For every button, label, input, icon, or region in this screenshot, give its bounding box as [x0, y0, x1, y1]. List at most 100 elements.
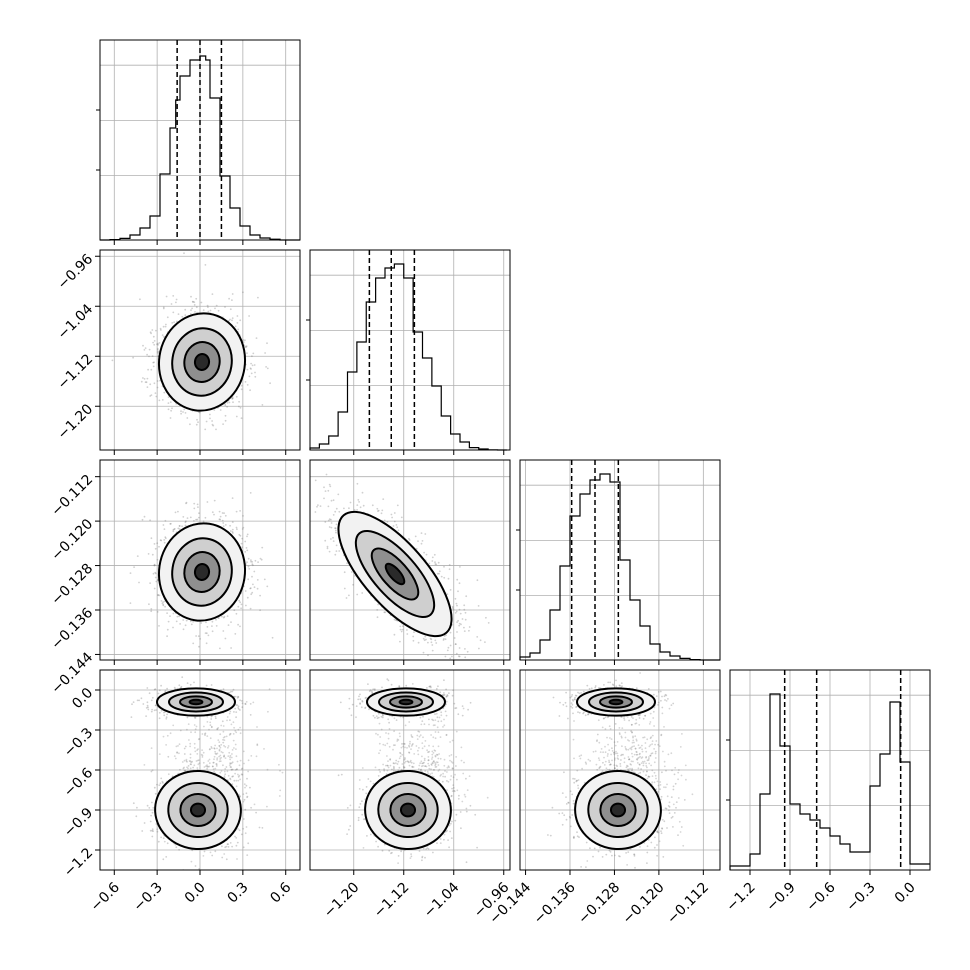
- scatter-point: [237, 695, 239, 698]
- scatter-point: [164, 537, 167, 540]
- scatter-point: [406, 629, 408, 631]
- scatter-point: [196, 418, 198, 421]
- scatter-point: [231, 521, 234, 523]
- scatter-point: [236, 696, 239, 699]
- scatter-point: [172, 529, 175, 531]
- scatter-point: [193, 681, 195, 684]
- scatter-point: [149, 395, 152, 397]
- scatter-point: [205, 642, 208, 645]
- scatter-point: [328, 526, 331, 528]
- scatter-point: [156, 349, 159, 351]
- panel-frame: [519, 459, 721, 661]
- contour-line: [157, 312, 247, 412]
- scatter-point: [252, 352, 255, 355]
- density-panel-2-1: [309, 459, 511, 680]
- scatter-point: [192, 301, 195, 303]
- scatter-point: [210, 718, 213, 720]
- scatter-point: [485, 616, 487, 619]
- scatter-point: [335, 507, 338, 510]
- scatter-point: [206, 501, 209, 503]
- scatter-point: [224, 637, 227, 640]
- scatter-point: [239, 406, 242, 409]
- scatter-point: [236, 315, 239, 317]
- scatter-point: [184, 521, 187, 524]
- scatter-point: [457, 619, 459, 622]
- scatter-point: [179, 623, 182, 625]
- scatter-point: [446, 593, 449, 595]
- scatter-point: [239, 601, 242, 604]
- scatter-point: [252, 564, 254, 567]
- scatter-point: [237, 328, 240, 331]
- scatter-point: [175, 301, 177, 304]
- scatter-point: [316, 505, 318, 508]
- scatter-point: [153, 343, 156, 346]
- scatter-point: [229, 318, 231, 321]
- scatter-point: [252, 583, 254, 586]
- scatter-point: [165, 295, 168, 298]
- scatter-point: [330, 526, 333, 529]
- scatter-point: [186, 417, 189, 419]
- scatter-point: [348, 507, 350, 510]
- scatter-point: [466, 650, 469, 653]
- scatter-point: [154, 392, 157, 394]
- scatter-point: [172, 612, 175, 615]
- scatter-point: [195, 635, 198, 637]
- scatter-point: [228, 691, 231, 694]
- scatter-point: [259, 609, 261, 612]
- scatter-point: [226, 402, 229, 404]
- scatter-point: [397, 529, 400, 532]
- scatter-point: [175, 620, 178, 623]
- scatter-point: [196, 503, 199, 506]
- scatter-point: [181, 315, 184, 318]
- scatter-point: [162, 336, 165, 338]
- scatter-point: [442, 676, 444, 678]
- scatter-point: [148, 692, 151, 695]
- scatter-point: [223, 615, 226, 618]
- scatter-point: [459, 566, 461, 568]
- scatter-point: [142, 344, 144, 347]
- scatter-point: [160, 684, 163, 687]
- scatter-point: [392, 525, 395, 527]
- scatter-point: [154, 571, 157, 574]
- scatter-point: [193, 507, 196, 510]
- scatter-point: [239, 709, 241, 711]
- scatter-point: [231, 528, 234, 531]
- scatter-point: [184, 524, 187, 527]
- scatter-point: [436, 572, 439, 575]
- scatter-point: [246, 596, 249, 599]
- scatter-point: [142, 377, 144, 379]
- scatter-point: [251, 355, 253, 358]
- scatter-point: [209, 724, 212, 726]
- scatter-point: [142, 703, 145, 705]
- scatter-point: [253, 570, 256, 573]
- scatter-point: [332, 499, 335, 502]
- scatter-point: [190, 309, 192, 312]
- scatter-point: [157, 350, 160, 353]
- scatter-point: [146, 377, 149, 380]
- scatter-point: [192, 620, 195, 623]
- scatter-point: [335, 544, 338, 547]
- scatter-point: [482, 678, 484, 680]
- scatter-point: [224, 404, 227, 407]
- scatter-point: [155, 709, 158, 711]
- scatter-point: [241, 537, 244, 540]
- panel-frame: [309, 249, 511, 451]
- scatter-point: [449, 589, 452, 591]
- scatter-point: [194, 311, 196, 313]
- scatter-point: [383, 519, 386, 522]
- scatter-point: [181, 525, 184, 528]
- scatter-point: [172, 311, 175, 314]
- scatter-point: [227, 624, 230, 626]
- scatter-point: [231, 397, 234, 400]
- scatter-point: [239, 625, 241, 628]
- scatter-point: [145, 381, 148, 384]
- scatter-point: [206, 626, 209, 628]
- scatter-point: [457, 655, 460, 658]
- scatter-point: [458, 622, 461, 625]
- scatter-point: [149, 383, 152, 386]
- scatter-point: [356, 504, 359, 506]
- scatter-point: [163, 528, 166, 530]
- scatter-point: [255, 337, 258, 339]
- contour-line: [157, 522, 247, 622]
